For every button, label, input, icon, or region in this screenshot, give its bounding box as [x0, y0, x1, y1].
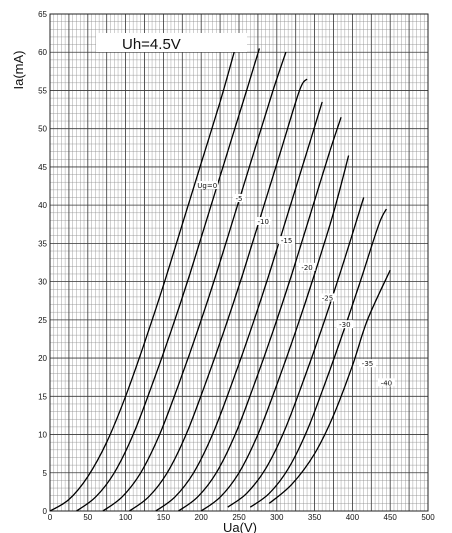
- x-tick-label: 250: [232, 513, 246, 522]
- curve-label-6: -25: [322, 294, 333, 302]
- x-axis-title: Ua(V): [223, 520, 257, 533]
- y-tick-label: 20: [38, 354, 47, 363]
- curve-label-4: -15: [281, 237, 292, 245]
- y-tick-label: 35: [38, 239, 47, 248]
- y-tick-label: 15: [38, 392, 47, 401]
- curve-label-1: Ug=0: [197, 182, 217, 190]
- curve-8: [227, 197, 365, 508]
- curve-label-3: -10: [257, 218, 268, 226]
- chart-title: Uh=4.5V: [122, 36, 181, 53]
- plot-frame: [49, 13, 429, 512]
- x-tick-label: 450: [384, 513, 398, 522]
- curve-label-9: -40: [381, 379, 392, 387]
- curve-label-bg: [254, 216, 272, 225]
- y-tick-label: 0: [43, 507, 48, 516]
- y-tick-label: 65: [38, 10, 47, 19]
- y-axis-ticks: 0 5 10 15 20 25 30 35 40 45 50 55 60 65: [38, 10, 47, 516]
- curve-2: [76, 48, 261, 512]
- curve-1: [49, 48, 236, 512]
- y-tick-label: 45: [38, 163, 47, 172]
- curve-label-bg: [232, 194, 246, 203]
- curve-4: [129, 78, 308, 512]
- curves: [49, 48, 391, 512]
- title-box: [96, 33, 247, 52]
- curve-3: [102, 51, 287, 512]
- y-tick-label: 55: [38, 86, 47, 95]
- curve-label-bg: [319, 293, 336, 302]
- x-tick-label: 500: [421, 513, 435, 522]
- curve-label-bg: [359, 359, 376, 368]
- curve-label-bg: [278, 236, 296, 245]
- x-tick-label: 400: [346, 513, 360, 522]
- x-tick-label: 200: [195, 513, 209, 522]
- curve-label-bg: [336, 320, 354, 329]
- curve-10: [268, 269, 391, 504]
- y-tick-label: 40: [38, 201, 47, 210]
- x-tick-label: 100: [119, 513, 133, 522]
- curve-label-7: -30: [339, 321, 350, 329]
- curve-6: [178, 116, 342, 512]
- curve-9: [249, 208, 387, 508]
- curve-label-bg: [196, 181, 218, 190]
- y-axis-title: Ia(mA): [11, 51, 26, 90]
- curve-label-bg: [298, 262, 316, 271]
- y-tick-label: 60: [38, 48, 47, 57]
- x-tick-label: 350: [308, 513, 322, 522]
- y-tick-label: 25: [38, 316, 47, 325]
- x-tick-label: 50: [83, 513, 92, 522]
- y-tick-label: 10: [38, 431, 47, 440]
- curve-labels: Ug=0 -5 -10 -15 -20 -25 -30 -35 -40: [196, 181, 395, 387]
- x-tick-label: 150: [157, 513, 171, 522]
- curve-label-5: -20: [301, 264, 312, 272]
- y-tick-label: 5: [43, 469, 48, 478]
- y-tick-label: 50: [38, 125, 47, 134]
- curve-5: [155, 101, 323, 512]
- y-tick-label: 30: [38, 278, 47, 287]
- major-grid: [49, 13, 429, 512]
- curve-7: [200, 155, 350, 512]
- curve-label-8: -35: [362, 360, 373, 368]
- x-tick-label: 0: [48, 513, 53, 522]
- x-axis-ticks: 0 50 100 150 200 250 300 350 400 450 500: [48, 513, 435, 522]
- curve-label-2: -5: [236, 195, 243, 203]
- curve-label-bg: [378, 378, 395, 387]
- x-tick-label: 300: [270, 513, 284, 522]
